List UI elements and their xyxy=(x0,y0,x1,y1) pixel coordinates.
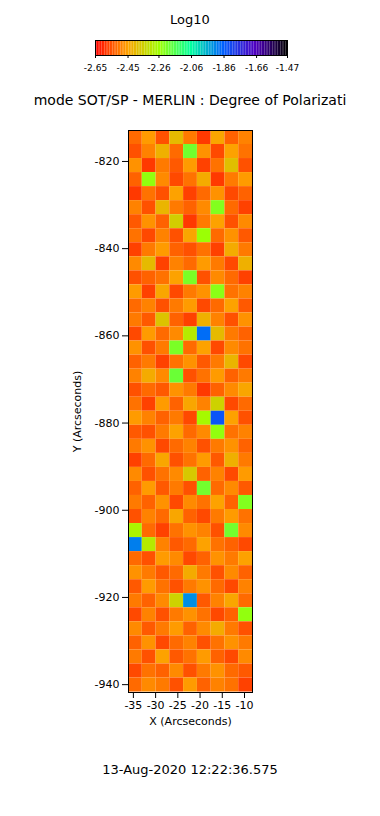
svg-text:X (Arcseconds): X (Arcseconds) xyxy=(149,715,231,728)
svg-text:-1.47: -1.47 xyxy=(276,63,299,73)
html-text:Log10: Log10 xyxy=(170,12,210,27)
svg-text:-820: -820 xyxy=(95,155,120,168)
svg-text:-900: -900 xyxy=(95,504,120,517)
svg-text:-1.66: -1.66 xyxy=(245,63,269,73)
svg-text:-35: -35 xyxy=(124,699,142,712)
svg-text:-30: -30 xyxy=(147,699,165,712)
svg-text:-15: -15 xyxy=(213,699,231,712)
svg-text:-860: -860 xyxy=(95,329,120,342)
svg-text:-20: -20 xyxy=(191,699,209,712)
svg-text:-2.06: -2.06 xyxy=(180,63,204,73)
svg-text:-2.26: -2.26 xyxy=(147,63,171,73)
svg-text:-2.45: -2.45 xyxy=(116,63,139,73)
html-text:mode SOT/SP - MERLIN : Degree: mode SOT/SP - MERLIN : Degree of Polariz… xyxy=(33,92,347,108)
html-text:13-Aug-2020 12:22:36.575: 13-Aug-2020 12:22:36.575 xyxy=(102,762,278,777)
svg-text:-840: -840 xyxy=(95,242,120,255)
svg-text:-940: -940 xyxy=(95,678,120,691)
svg-text:Y (Arcseconds): Y (Arcseconds) xyxy=(71,371,84,454)
svg-text:-25: -25 xyxy=(169,699,187,712)
svg-text:-920: -920 xyxy=(95,591,120,604)
svg-text:-880: -880 xyxy=(95,417,120,430)
svg-text:-1.86: -1.86 xyxy=(212,63,236,73)
svg-text:-10: -10 xyxy=(236,699,254,712)
svg-text:-2.65: -2.65 xyxy=(84,63,107,73)
